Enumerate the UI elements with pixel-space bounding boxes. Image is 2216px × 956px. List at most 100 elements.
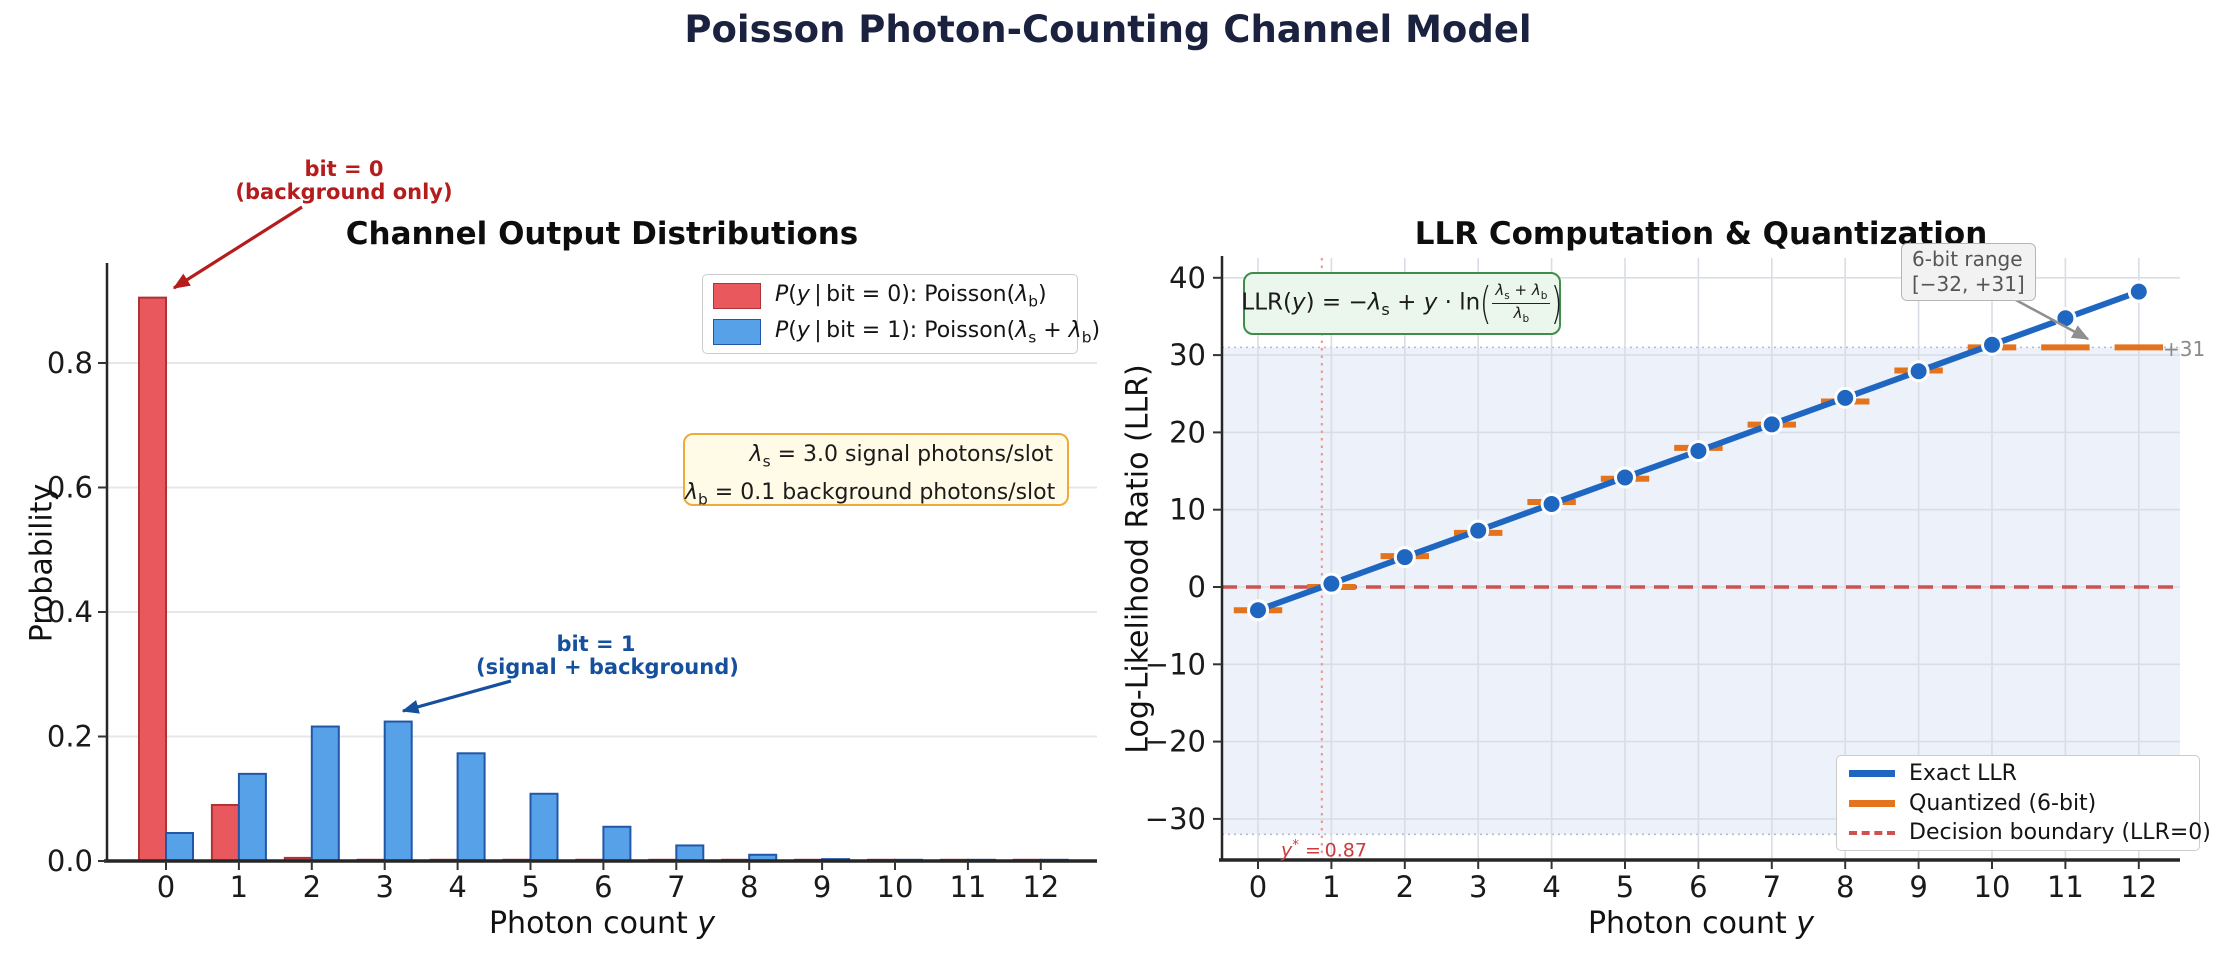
data-point: [1614, 466, 1636, 489]
legend-label-decision-boundary: Decision boundary (LLR=0): [1909, 820, 2211, 846]
legend-label-quantized: Quantized (6-bit): [1909, 790, 2097, 816]
svg-text:6: 6: [1689, 870, 1707, 904]
svg-text:2: 2: [303, 870, 321, 904]
svg-text:40: 40: [1169, 261, 1206, 295]
svg-text:10: 10: [1169, 493, 1206, 527]
data-point: [1760, 413, 1783, 436]
svg-text:0.6: 0.6: [47, 471, 93, 505]
svg-text:10: 10: [877, 870, 914, 904]
legend-item-decision-boundary: Decision boundary (LLR=0): [1849, 820, 2211, 845]
svg-text:5: 5: [1616, 870, 1634, 904]
annotation-bit1-line1: bit = 1: [556, 632, 636, 656]
threshold-label: y* = 0.87: [1281, 838, 1367, 862]
svg-text:4: 4: [1542, 870, 1560, 904]
bar-bit1: [165, 831, 194, 862]
svg-text:9: 9: [1909, 870, 1927, 904]
svg-text:30: 30: [1169, 338, 1206, 372]
svg-text:0: 0: [1188, 570, 1206, 604]
svg-text:−20: −20: [1145, 725, 1206, 759]
svg-text:0.8: 0.8: [47, 346, 93, 380]
left-ticks: 0 1 2 3 4 5 6 7 8 9 10 11 120.00.20.40.60.8: [47, 346, 1059, 904]
svg-text:0: 0: [1249, 870, 1267, 904]
legend-item-bit0: P(y | bit = 0): Poisson(λb): [713, 282, 1077, 310]
svg-text:6: 6: [594, 870, 612, 904]
svg-text:−10: −10: [1145, 647, 1206, 681]
annotation-arrow-bit0: [172, 205, 303, 290]
lambda-b-line: λb = 0.1 background photons/slot: [685, 480, 1056, 509]
llr-formula: LLR(y) = −λs + y · ln(λs + λb λb): [1241, 277, 1564, 329]
svg-text:3: 3: [375, 870, 393, 904]
range-line2: [−32, +31]: [1912, 272, 2025, 296]
annotation-bit1: bit = 1 (signal + background): [476, 632, 739, 679]
bit1-swatch: [713, 318, 761, 345]
data-point: [1247, 599, 1269, 622]
left-legend: P(y | bit = 0): Poisson(λb) P(y | bit = …: [702, 274, 1100, 354]
quantized-swatch: [1849, 799, 1895, 807]
right-chart-title: LLR Computation & Quantization: [1414, 216, 1988, 252]
right-legend: Exact LLR Quantized (6-bit) Decision bou…: [1836, 755, 2211, 851]
bar-bit1: [310, 725, 340, 862]
svg-text:20: 20: [1169, 415, 1206, 449]
svg-text:9: 9: [813, 870, 831, 904]
parameters-box: λs = 3.0 signal photons/slot λb = 0.1 ba…: [683, 433, 1069, 509]
annotation-bit0-line1: bit = 0: [304, 157, 384, 181]
svg-text:10: 10: [1974, 870, 2011, 904]
bar-bit1: [456, 752, 486, 862]
legend-label-exact-llr: Exact LLR: [1909, 760, 2017, 786]
svg-text:−30: −30: [1145, 802, 1206, 836]
svg-text:4: 4: [448, 870, 466, 904]
data-point: [2054, 307, 2077, 330]
annotation-arrow-bit1: [401, 679, 512, 714]
legend-item-quantized: Quantized (6-bit): [1849, 791, 2199, 816]
figure-title: Poisson Photon-Counting Channel Model: [684, 8, 1532, 51]
data-point: [1467, 519, 1490, 542]
bar-bit1: [383, 720, 413, 862]
svg-text:12: 12: [2120, 870, 2157, 904]
bar-bit1: [237, 772, 267, 862]
six-bit-range-band: [1222, 347, 2180, 835]
annotation-bit0-line2: (background only): [235, 180, 453, 204]
clip-value-label: +31: [2163, 337, 2206, 361]
svg-text:12: 12: [1022, 870, 1059, 904]
data-point: [1834, 386, 1857, 409]
left-x-axis-label: Photon count y: [488, 906, 716, 941]
range-line1: 6-bit range: [1912, 247, 2023, 271]
legend-item-bit1: P(y | bit = 1): Poisson(λs + λb): [713, 318, 1100, 346]
range-annotation-arrow: [2013, 297, 2090, 341]
svg-text:2: 2: [1396, 870, 1414, 904]
left-y-axis-label: Probability: [24, 483, 60, 643]
svg-text:0.2: 0.2: [47, 720, 93, 754]
svg-text:5: 5: [521, 870, 539, 904]
bar-bit0: [210, 803, 240, 862]
data-point: [1981, 333, 2003, 356]
left-plot-area: 0 1 2 3 4 5 6 7 8 9 10 11 120.00.20.40.60.8: [47, 205, 1097, 904]
svg-text:7: 7: [667, 870, 685, 904]
llr-formula-box: LLR(y) = −λs + y · ln(λs + λb λb): [1241, 272, 1564, 335]
bar-bit1: [675, 844, 705, 862]
left-bars: [138, 296, 1069, 863]
right-y-axis-label: Log-Likelihood Ratio (LLR): [1120, 364, 1156, 754]
data-point: [1393, 546, 1416, 569]
bar-bit0: [138, 296, 167, 862]
svg-text:11: 11: [949, 870, 986, 904]
svg-text:0: 0: [157, 870, 175, 904]
annotation-bit0: bit = 0 (background only): [234, 158, 454, 204]
bar-bit1: [529, 792, 559, 863]
data-point: [1320, 572, 1343, 595]
svg-text:11: 11: [2047, 870, 2084, 904]
svg-text:7: 7: [1763, 870, 1781, 904]
legend-label-bit1: P(y | bit = 1): Poisson(λs + λb): [775, 317, 1101, 346]
legend-label-bit0: P(y | bit = 0): Poisson(λb): [775, 282, 1047, 311]
data-point: [2127, 280, 2150, 303]
left-chart-title: Channel Output Distributions: [345, 216, 859, 252]
annotation-bit1-line2: (signal + background): [476, 655, 739, 679]
svg-text:3: 3: [1469, 870, 1487, 904]
svg-text:8: 8: [1836, 870, 1854, 904]
lambda-s-line: λs = 3.0 signal photons/slot: [749, 442, 1053, 471]
svg-text:0.4: 0.4: [47, 595, 93, 629]
legend-item-exact-llr: Exact LLR: [1849, 761, 2199, 786]
exact-llr-swatch: [1849, 769, 1895, 777]
